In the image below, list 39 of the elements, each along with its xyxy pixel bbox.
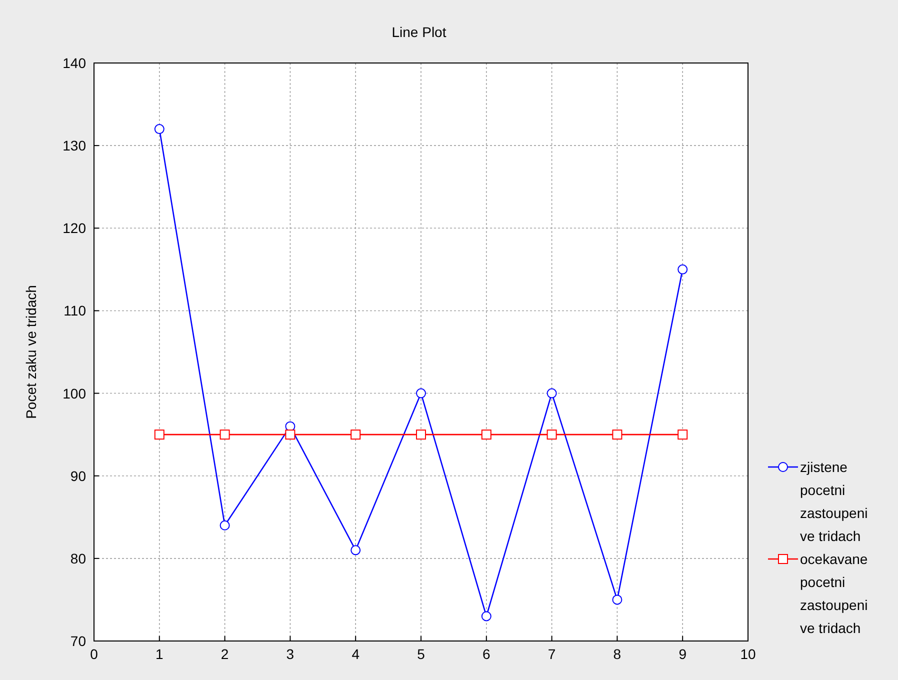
point: [285, 430, 296, 440]
x-tick-label: 10: [740, 646, 756, 662]
x-tick-label: 8: [613, 646, 622, 662]
x-tick-label: 1: [156, 646, 164, 662]
point: [546, 388, 557, 398]
point: [612, 594, 622, 605]
y-tick-label: 110: [64, 302, 86, 319]
x-tick-label: 4: [352, 646, 360, 662]
point: [154, 430, 164, 440]
y-tick-label: 100: [62, 385, 86, 402]
x-tick-label: 3: [286, 646, 294, 662]
y-axis-title: Pocet zaku ve tridach: [23, 285, 39, 419]
x-tick-label: 0: [90, 646, 98, 662]
x-tick-label: 6: [482, 646, 490, 662]
chart-title: Line Plot: [392, 24, 446, 40]
point: [612, 430, 622, 440]
point: [416, 388, 426, 398]
point: [481, 611, 492, 622]
legend-label: ocekavane pocetni zastoupeni ve tridach: [800, 551, 868, 636]
point: [220, 520, 230, 530]
point: [481, 430, 492, 440]
y-tick-label: 80: [70, 550, 86, 566]
y-tick-label: 140: [62, 55, 86, 71]
x-tick-label: 2: [220, 646, 229, 662]
point: [416, 430, 426, 440]
point: [350, 430, 361, 440]
point: [350, 545, 361, 556]
x-tick-label: 9: [678, 646, 687, 662]
y-tick-label: 90: [70, 468, 86, 484]
point: [220, 430, 230, 440]
x-tick-label: 5: [417, 646, 426, 662]
x-tick-label: 7: [548, 646, 556, 662]
point: [154, 124, 164, 134]
y-tick-label: 70: [70, 633, 86, 649]
point: [678, 264, 688, 274]
point: [678, 430, 688, 440]
y-tick-label: 130: [62, 138, 86, 154]
point: [546, 430, 557, 440]
y-tick-label: 120: [62, 220, 86, 236]
